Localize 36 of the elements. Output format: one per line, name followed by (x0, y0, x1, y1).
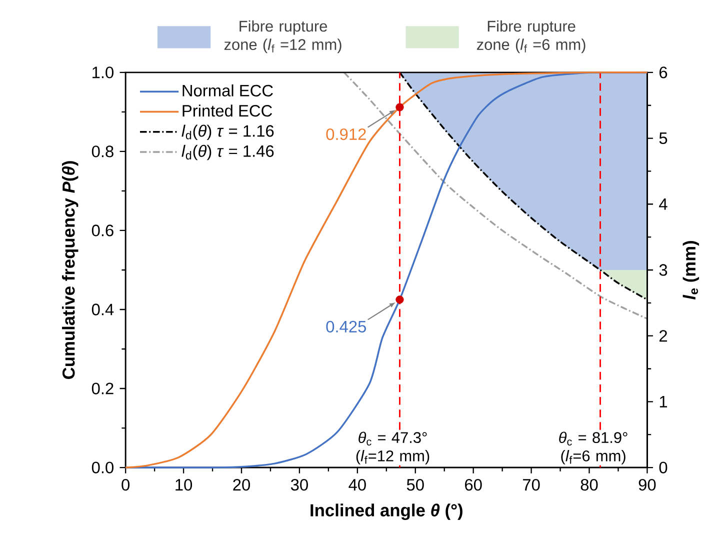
y-tick-label: 1.0 (92, 66, 114, 78)
legend-label: Fibre rupture zone (l$_{f}$ =6 mm) (476, 20, 586, 54)
x-tick-label: 90 (638, 478, 656, 491)
y-tick-label: 0.0 (92, 462, 114, 474)
legend-label: Printed ECC (182, 104, 272, 117)
x-tick-label: 50 (406, 478, 424, 491)
x-axis-title: Inclined angle θ (°) (310, 504, 462, 520)
annotation: 0.425 (326, 320, 366, 332)
y2-tick-label: 5 (659, 132, 668, 144)
x-tick-label: 0 (122, 478, 130, 491)
x-tick-label: 70 (523, 478, 540, 491)
annotation: 0.912 (326, 128, 366, 140)
y-tick-label: 0.8 (92, 146, 114, 158)
y-tick-label: 0.6 (92, 224, 114, 236)
annotation: θ$_{c}$ = 81.9° (l$_{f}$=6 mm) (559, 432, 628, 464)
x-tick-label: 10 (176, 478, 192, 491)
y2-tick-label: 1 (660, 396, 668, 408)
y-axis-title: Cumulative frequency P(θ) (62, 161, 78, 379)
legend-label: Normal ECC (182, 84, 273, 96)
text: θ$_{c}$ = 47.3° (l$_{f}$=12 mm) (356, 432, 430, 464)
y-tick-label: 0.2 (92, 382, 114, 394)
y2-axis-title: l$_{e}$ (mm) (682, 240, 700, 300)
x-tick-label: 40 (348, 478, 366, 491)
x-tick-label: 30 (290, 478, 308, 491)
legend-label: Fibre rupture zone (l$_{f}$ =12 mm) (224, 20, 342, 54)
x-tick-label: 20 (233, 478, 250, 491)
y2-tick-label: 2 (660, 330, 667, 342)
y-tick-label: 0.4 (92, 304, 114, 316)
legend-label: l$_{d}$(θ) τ = 1.16 (182, 124, 274, 140)
x-tick-label: 80 (580, 478, 598, 491)
x-tick-label: 60 (465, 478, 482, 491)
y2-tick-label: 0 (659, 462, 668, 474)
y2-tick-label: 3 (659, 264, 668, 276)
y2-tick-label: 6 (660, 66, 668, 78)
y2-tick-label: 4 (659, 198, 668, 210)
legend-label: l$_{d}$(θ) τ = 1.46 (182, 144, 274, 160)
